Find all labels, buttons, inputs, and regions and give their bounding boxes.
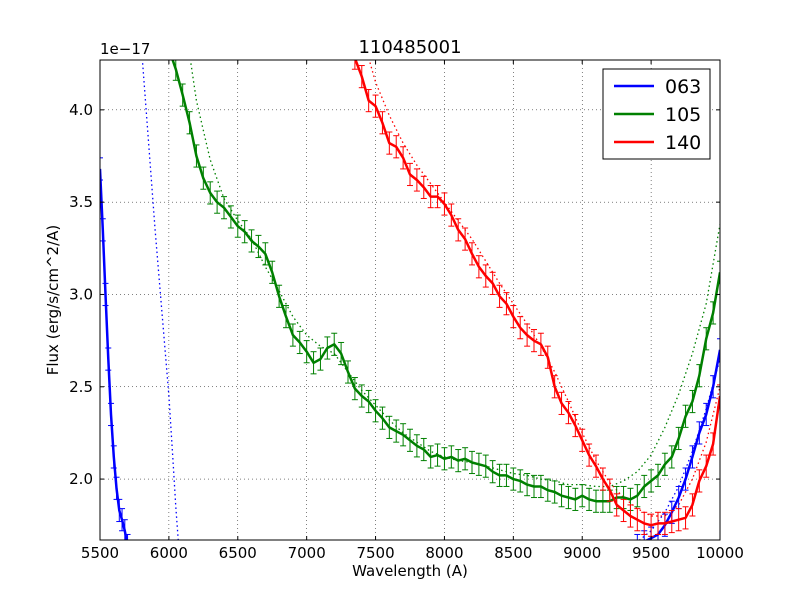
legend: 063 105 140 — [602, 68, 711, 160]
data-series — [100, 60, 720, 540]
chart-title: 110485001 — [358, 37, 461, 58]
x-tick-labels: 5500 6000 6500 7000 7500 8000 8500 9000 9500 1000… — [81, 544, 744, 562]
fit-063 — [141, 60, 179, 540]
y-tick-label: 3.5 — [69, 193, 93, 211]
x-tick-label: 6000 — [150, 544, 188, 562]
y-tick-label: 2.5 — [69, 378, 93, 396]
plot-frame — [99, 59, 721, 541]
x-tick-label: 7500 — [356, 544, 394, 562]
y-tick-label: 3.0 — [69, 285, 93, 303]
y-axis-label: Flux (erg/s/cm^2/A) — [44, 225, 62, 376]
x-axis-label: Wavelength (A) — [352, 562, 468, 580]
x-tick-label: 7000 — [288, 544, 326, 562]
y-tick-label: 4.0 — [69, 101, 93, 119]
legend-label-140: 140 — [665, 132, 701, 154]
y-offset-text: 1e−17 — [100, 40, 150, 58]
x-tick-label: 8500 — [494, 544, 532, 562]
axis-ticks — [99, 60, 721, 540]
legend-label-063: 063 — [665, 76, 701, 98]
x-tick-label: 9000 — [563, 544, 601, 562]
legend-label-105: 105 — [665, 104, 701, 126]
series-140-line — [354, 60, 720, 527]
series-105 — [165, 60, 720, 513]
y-tick-label: 2.0 — [69, 470, 93, 488]
x-tick-label: 6500 — [219, 544, 257, 562]
series-063 — [100, 157, 131, 540]
x-tick-label: 10000 — [696, 544, 744, 562]
x-tick-label: 9500 — [632, 544, 670, 562]
x-tick-label: 8000 — [425, 544, 463, 562]
series-140 — [351, 60, 720, 537]
x-tick-label: 5500 — [81, 544, 119, 562]
y-tick-labels: 2.0 2.5 3.0 3.5 4.0 — [69, 101, 93, 488]
